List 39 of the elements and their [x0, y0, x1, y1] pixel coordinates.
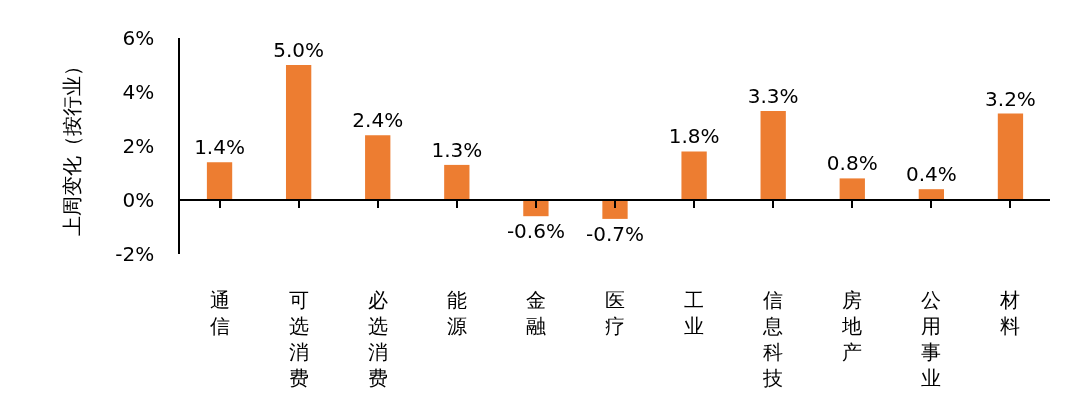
- y-tick-label: 2%: [122, 134, 155, 158]
- data-label: 3.3%: [747, 83, 799, 108]
- x-tick-label: 公用事业: [921, 287, 942, 390]
- y-tick-label: -2%: [115, 242, 155, 266]
- y-tick-label: 4%: [122, 80, 155, 104]
- x-tick-label: 房地产: [841, 287, 863, 364]
- data-label: 1.4%: [194, 135, 245, 160]
- y-axis-title: 上周变化（按行业）: [60, 56, 85, 236]
- data-label: 1.3%: [431, 137, 483, 162]
- data-label: 2.4%: [352, 108, 404, 133]
- bar: [681, 151, 707, 200]
- bar: [839, 178, 865, 200]
- x-tick-label: 工业: [684, 287, 705, 338]
- data-label: -0.7%: [585, 221, 645, 246]
- y-tick-label: 0%: [122, 188, 155, 212]
- data-label: 3.2%: [985, 86, 1036, 111]
- bar: [523, 200, 549, 217]
- x-tick-label: 必选消费: [367, 287, 388, 390]
- bar: [997, 113, 1024, 200]
- data-label: 0.4%: [905, 162, 957, 187]
- x-tick-label: 金融: [525, 287, 546, 338]
- data-label: 5.0%: [273, 38, 325, 62]
- bar: [918, 189, 945, 200]
- bar: [602, 200, 628, 219]
- bar: [285, 65, 312, 200]
- x-tick-label: 信息科技: [762, 287, 784, 390]
- x-tick-label: 能源: [446, 287, 467, 338]
- data-label: 1.8%: [668, 124, 720, 149]
- x-tick-label: 通信: [209, 287, 230, 338]
- x-tick-label: 可选消费: [288, 287, 309, 390]
- y-tick-label: 6%: [122, 26, 155, 50]
- x-tick-label: 医疗: [605, 287, 625, 338]
- x-tick-label: 材料: [999, 287, 1021, 338]
- data-label: -0.6%: [506, 219, 565, 244]
- bar: [760, 110, 786, 200]
- bar: [206, 162, 233, 200]
- bar: [444, 164, 470, 200]
- bar: [365, 135, 391, 200]
- data-label: 0.8%: [826, 151, 878, 176]
